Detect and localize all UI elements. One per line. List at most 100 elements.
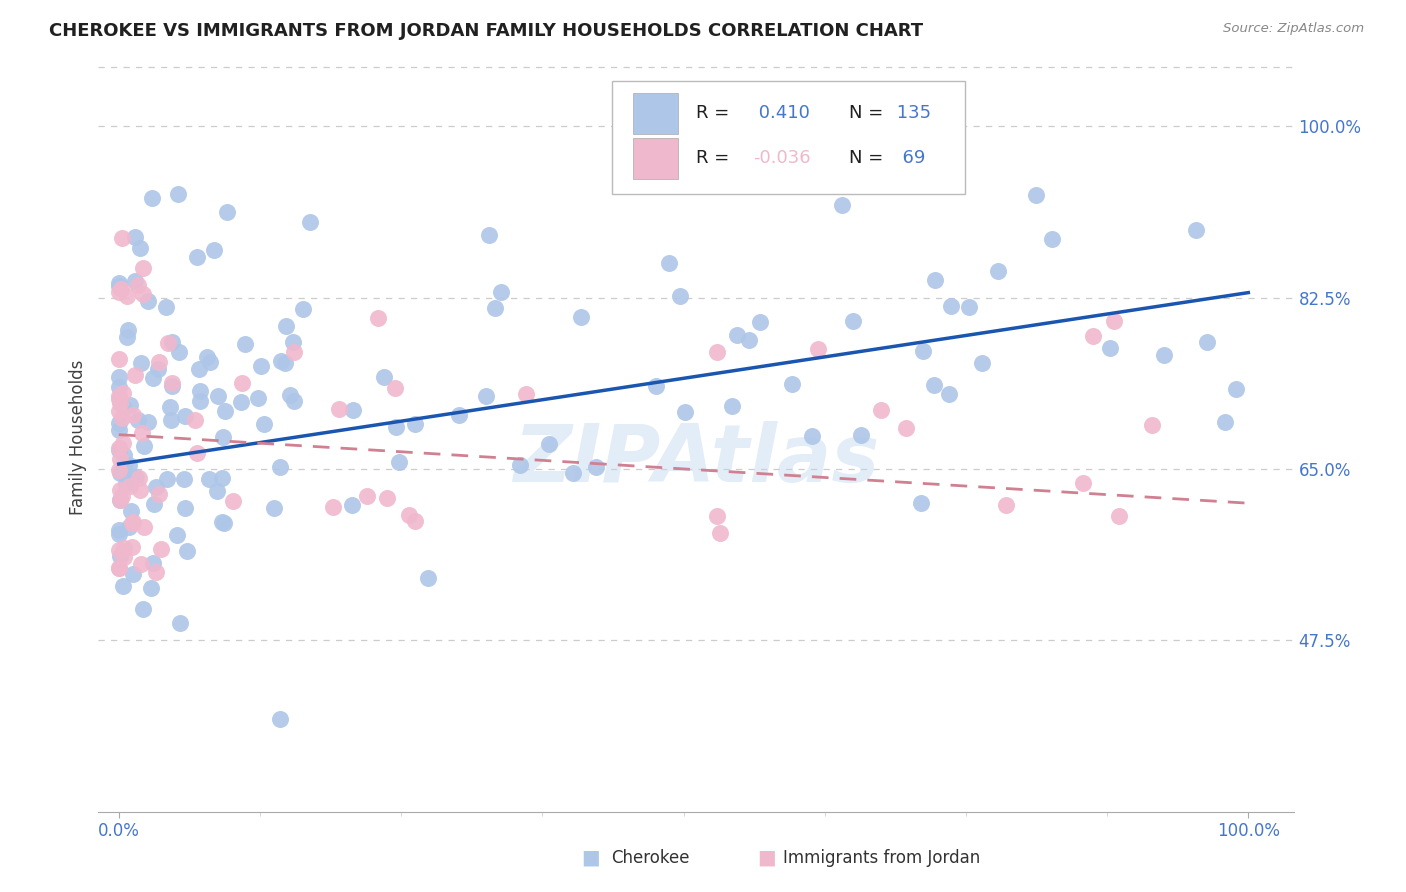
Point	[108, 423, 131, 437]
Point	[404, 417, 426, 431]
Point	[173, 472, 195, 486]
Point	[125, 469, 148, 483]
Point	[121, 516, 143, 530]
Point	[124, 368, 146, 382]
Point	[645, 379, 668, 393]
Point	[269, 460, 291, 475]
Point	[108, 526, 131, 541]
Point	[233, 337, 256, 351]
Point	[108, 380, 131, 394]
Point	[142, 556, 165, 570]
Point	[186, 250, 208, 264]
Point	[110, 410, 132, 425]
Point	[110, 452, 132, 467]
Point	[188, 384, 211, 398]
Point	[142, 497, 165, 511]
Point	[115, 289, 138, 303]
Point	[129, 483, 152, 498]
Point	[283, 394, 305, 409]
Point	[709, 526, 731, 541]
Point	[924, 378, 946, 392]
Point	[148, 487, 170, 501]
Point	[489, 285, 512, 299]
Point	[156, 335, 179, 350]
Point	[108, 523, 131, 537]
Point	[404, 515, 426, 529]
Point	[870, 403, 893, 417]
Point	[894, 421, 917, 435]
Point	[145, 480, 167, 494]
Point	[155, 472, 177, 486]
Point	[1225, 382, 1247, 396]
Point	[851, 428, 873, 442]
Point	[108, 543, 131, 558]
Text: Immigrants from Jordan: Immigrants from Jordan	[783, 849, 980, 867]
Point	[110, 282, 132, 296]
Point	[356, 489, 378, 503]
Point	[283, 345, 305, 359]
Point	[121, 541, 143, 555]
Point	[112, 549, 135, 564]
Point	[124, 230, 146, 244]
Point	[167, 187, 190, 202]
Point	[1081, 328, 1104, 343]
Point	[124, 274, 146, 288]
Point	[108, 483, 131, 497]
Point	[186, 446, 208, 460]
Point	[108, 561, 131, 575]
Point	[131, 425, 153, 440]
Point	[159, 400, 181, 414]
Point	[112, 448, 135, 462]
Point	[831, 198, 853, 212]
Point	[342, 498, 364, 512]
Point	[148, 361, 170, 376]
Point	[941, 299, 963, 313]
Point	[128, 471, 150, 485]
Point	[120, 504, 142, 518]
Point	[149, 541, 172, 556]
Point	[207, 389, 229, 403]
Point	[924, 273, 946, 287]
Point	[1071, 475, 1094, 490]
Point	[970, 356, 993, 370]
Point	[1098, 341, 1121, 355]
Point	[283, 334, 305, 349]
Point	[108, 370, 131, 384]
Point	[108, 549, 131, 563]
Point	[1197, 334, 1219, 349]
Point	[1104, 313, 1126, 327]
Point	[141, 581, 163, 595]
Point	[957, 300, 980, 314]
Point	[127, 413, 149, 427]
Point	[115, 477, 138, 491]
Point	[111, 386, 134, 401]
Point	[292, 302, 315, 317]
Point	[155, 300, 177, 314]
Point	[342, 403, 364, 417]
Point	[367, 310, 389, 325]
Point	[108, 285, 131, 299]
Point	[188, 394, 211, 409]
Point	[138, 294, 160, 309]
Point	[160, 413, 183, 427]
Point	[108, 561, 131, 575]
Point	[110, 493, 132, 508]
Point	[198, 472, 221, 486]
Point	[176, 544, 198, 558]
Point	[538, 437, 561, 451]
Point	[211, 471, 233, 485]
Point	[211, 515, 233, 529]
Point	[669, 289, 692, 303]
Point	[132, 260, 155, 275]
Point	[910, 496, 932, 510]
Point	[725, 328, 748, 343]
Text: 135: 135	[891, 104, 931, 122]
Point	[110, 489, 132, 503]
Point	[118, 398, 141, 412]
Point	[108, 279, 131, 293]
Point	[1025, 187, 1047, 202]
Point	[247, 391, 270, 405]
Text: 0.410: 0.410	[754, 104, 810, 122]
Point	[174, 409, 197, 424]
Point	[721, 399, 744, 413]
